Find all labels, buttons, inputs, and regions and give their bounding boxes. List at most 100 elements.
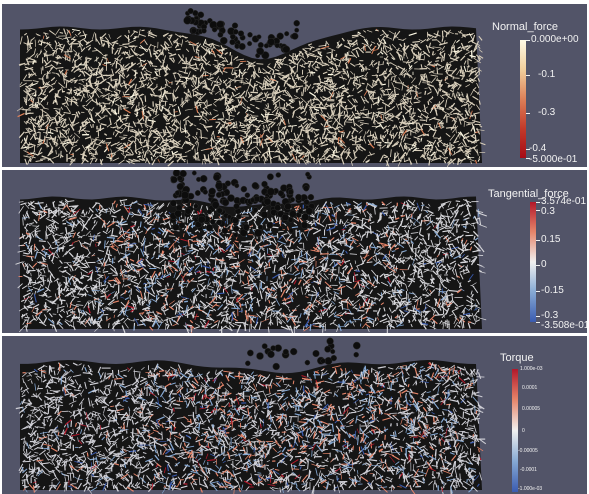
force-chain (291, 99, 296, 102)
force-chain (461, 253, 465, 258)
force-chain (241, 100, 246, 107)
force-chain (175, 127, 178, 132)
force-chain (183, 72, 188, 74)
force-chain (106, 227, 109, 233)
force-chain (331, 154, 340, 158)
force-chain (268, 147, 271, 155)
force-chain (357, 119, 364, 122)
force-chain (125, 160, 131, 164)
force-chain (324, 149, 330, 154)
force-chain (265, 91, 269, 95)
force-chain (266, 71, 271, 75)
force-chain (461, 223, 469, 226)
force-chain (267, 134, 273, 140)
particle-field[interactable] (2, 170, 587, 333)
force-chain (157, 145, 164, 151)
force-chain (105, 108, 112, 116)
force-chain (458, 116, 462, 125)
force-chain (380, 93, 383, 98)
force-chain (336, 127, 341, 133)
force-chain (352, 82, 356, 87)
force-chain (72, 49, 78, 54)
force-chain (387, 289, 395, 293)
force-chain (291, 77, 296, 85)
force-chain (88, 149, 95, 157)
force-chain (437, 99, 445, 108)
force-chain (427, 203, 431, 207)
force-chain (445, 133, 451, 138)
force-chain (401, 154, 406, 160)
force-chain (391, 57, 395, 61)
force-chain (66, 49, 69, 55)
force-chain (80, 47, 86, 53)
ejected-grain (229, 39, 236, 46)
force-chain (73, 305, 78, 310)
force-chain (360, 68, 363, 73)
force-chain (54, 96, 58, 105)
force-chain (471, 282, 477, 286)
force-chain (416, 216, 420, 221)
force-chain (293, 95, 300, 99)
force-chain (342, 67, 346, 73)
force-chain (438, 81, 443, 87)
force-chain (387, 118, 394, 122)
force-chain (453, 92, 456, 98)
tangential-force-view[interactable]: Tangential_force 3.574e-01 0.3 0.15 0 -0… (2, 170, 587, 333)
force-chain (386, 226, 394, 229)
force-chain (123, 80, 128, 89)
force-chain (311, 114, 314, 120)
force-chain (119, 99, 123, 103)
force-chain (297, 151, 305, 158)
force-chain (384, 35, 393, 40)
force-chain (310, 112, 320, 116)
force-chain (176, 120, 181, 125)
force-chain (308, 52, 315, 56)
force-chain (384, 76, 387, 82)
force-chain (389, 133, 394, 137)
force-chain (325, 103, 332, 108)
force-chain (395, 66, 399, 70)
force-chain (120, 301, 126, 307)
force-chain (398, 158, 402, 162)
force-chain (164, 159, 168, 164)
particle-field[interactable] (2, 4, 587, 167)
force-chain (413, 93, 418, 100)
force-chain (338, 122, 344, 128)
force-chain (284, 76, 290, 84)
force-chain (352, 79, 358, 82)
force-chain (245, 90, 248, 97)
force-chain (459, 157, 466, 164)
force-chain (102, 56, 108, 60)
force-chain (17, 250, 26, 253)
force-chain (467, 208, 471, 217)
force-chain (103, 307, 113, 310)
force-chain (323, 86, 326, 92)
force-chain (412, 84, 420, 90)
force-chain (425, 44, 431, 54)
force-chain (162, 32, 169, 37)
force-chain (430, 74, 438, 77)
colorbar-tick: -0.4 (529, 143, 547, 154)
force-chain (323, 273, 329, 280)
force-chain (139, 53, 145, 57)
force-chain (57, 322, 64, 330)
force-chain (358, 145, 366, 151)
force-chain (426, 147, 431, 150)
force-chain (133, 36, 137, 40)
force-chain (309, 107, 314, 114)
force-chain (311, 86, 315, 90)
force-chain (76, 90, 84, 96)
force-chain (23, 150, 28, 153)
force-chain (211, 130, 215, 137)
normal-force-view[interactable]: Normal_force 0.000e+00 -0.1 -0.3 -0.4 -5… (2, 4, 587, 167)
force-chain (298, 147, 301, 152)
colorbar-title: Normal_force (492, 21, 559, 33)
force-chain (144, 95, 147, 102)
force-chain (453, 120, 457, 126)
force-chain (420, 204, 424, 212)
force-chain (381, 83, 386, 86)
force-chain (78, 74, 82, 78)
force-chain (468, 109, 471, 114)
force-chain (212, 103, 217, 107)
force-chain (382, 320, 389, 324)
